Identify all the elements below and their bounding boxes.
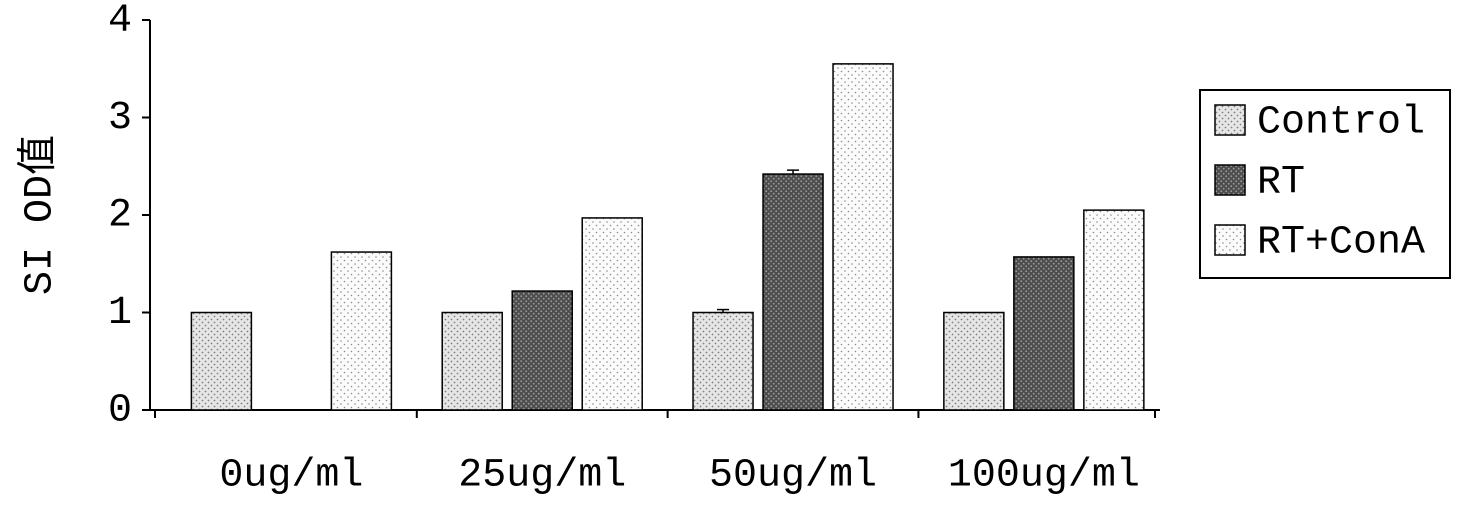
y-tick-label: 3 (108, 96, 132, 141)
x-category-label: 0ug/ml (219, 454, 363, 499)
legend-swatch (1215, 165, 1245, 195)
y-tick-label: 0 (108, 389, 132, 434)
x-category-label: 50ug/ml (709, 454, 877, 499)
bar-RT (763, 174, 823, 410)
legend-swatch (1215, 225, 1245, 255)
bar-Control (442, 313, 502, 411)
bar-Control (944, 313, 1004, 411)
legend-label: RT+ConA (1257, 221, 1425, 266)
x-category-label: 100ug/ml (948, 454, 1140, 499)
bar-Control (191, 313, 251, 411)
legend-label: Control (1257, 101, 1425, 146)
y-axis-label: SI OD值 (17, 135, 64, 295)
y-tick-label: 4 (108, 0, 132, 44)
legend-label: RT (1257, 161, 1305, 206)
bar-RT+ConA (833, 64, 893, 410)
legend-swatch (1215, 105, 1245, 135)
bar-RT+ConA (1084, 210, 1144, 410)
bar-RT+ConA (582, 218, 642, 410)
y-tick-label: 2 (108, 194, 132, 239)
bar-RT (1014, 257, 1074, 410)
y-tick-label: 1 (108, 291, 132, 336)
x-category-label: 25ug/ml (458, 454, 626, 499)
bar-Control (693, 313, 753, 411)
bar-chart: 0 1 2 3 4 SI OD值 0ug/ml 25ug/ml 50ug/ml 100ug/ml C… (0, 0, 1462, 525)
bar-RT (512, 291, 572, 410)
bar-RT+ConA (331, 252, 391, 410)
